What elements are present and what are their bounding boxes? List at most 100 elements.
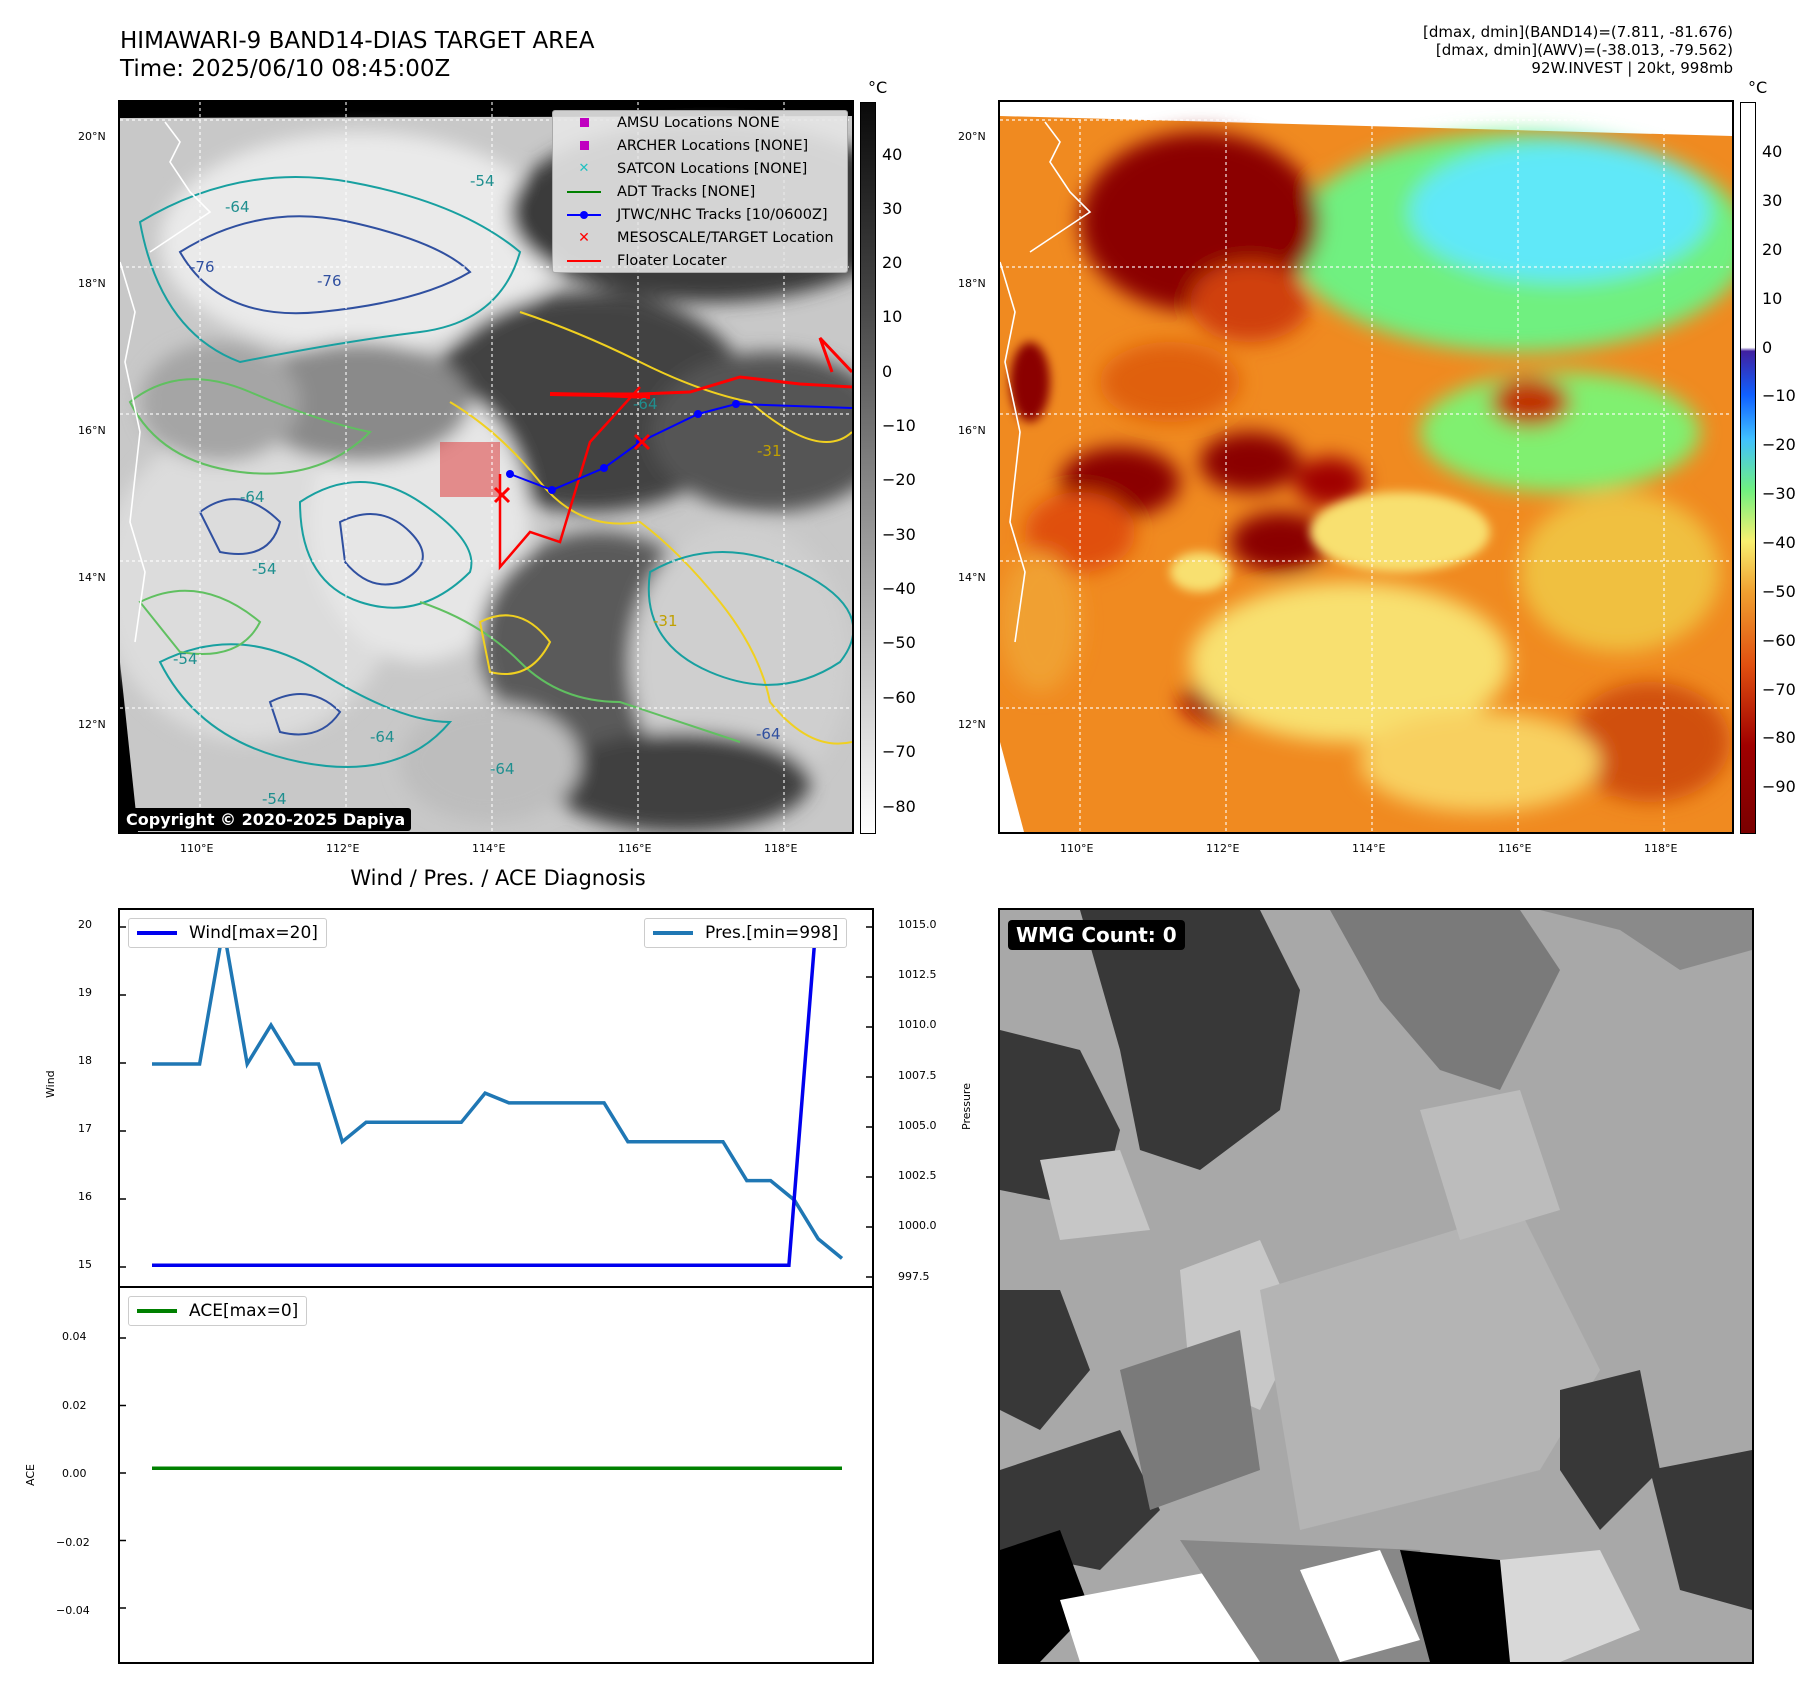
diagnosis-title: Wind / Pres. / ACE Diagnosis: [350, 866, 646, 890]
pressure-tick: 1010.0: [898, 1018, 937, 1031]
ace-legend-label: ACE[max=0]: [189, 1301, 299, 1321]
colorbar-tick: 40: [882, 145, 903, 164]
colorbar-tick: −80: [1762, 728, 1796, 747]
colorbar-tick: 40: [1762, 142, 1783, 161]
info-awv: [dmax, dmin](AWV)=(-38.013, -79.562): [1435, 41, 1733, 59]
ace-tick: 0.00: [62, 1467, 87, 1480]
colorbar-tick: −60: [1762, 631, 1796, 650]
lat-tick: 20°N: [958, 130, 986, 143]
x-marker-icon: ✕: [578, 229, 590, 246]
x-marker-icon: ✕: [578, 161, 590, 176]
contour-label: -54: [173, 650, 198, 668]
pressure-tick: 1000.0: [898, 1219, 937, 1232]
lon-tick: 114°E: [472, 842, 506, 855]
contour-label: -64: [240, 488, 265, 506]
awv-map-image: [1000, 102, 1732, 832]
map-legend: AMSU Locations NONE ARCHER Locations [NO…: [552, 110, 848, 273]
colorbar-tick: 20: [1762, 240, 1783, 259]
legend-label: ADT Tracks [NONE]: [617, 183, 756, 200]
colorbar-tick: −40: [1762, 533, 1796, 552]
pressure-series-line: [152, 927, 844, 1260]
ace-tick: −0.04: [56, 1604, 90, 1617]
ir-map-image: [120, 102, 852, 832]
legend-item-amsu: AMSU Locations NONE: [553, 111, 847, 134]
wind-pressure-chart: [118, 908, 874, 1288]
wind-tick: 20: [78, 918, 92, 931]
contour-label: -64: [225, 198, 250, 216]
colorbar-tick: 10: [1762, 289, 1783, 308]
colorbar-tick: 0: [882, 362, 893, 381]
square-marker-icon: [579, 118, 589, 127]
wind-tick: 17: [78, 1122, 92, 1135]
contour-label: -54: [252, 560, 277, 578]
wind-tick: 16: [78, 1190, 92, 1203]
pressure-tick: 997.5: [898, 1270, 930, 1283]
grayscale-colorbar: [860, 102, 876, 834]
legend-label: Floater Locater: [617, 252, 727, 269]
info-storm: 92W.INVEST | 20kt, 998mb: [1531, 59, 1733, 77]
colorbar-unit: °C: [868, 78, 888, 97]
line-marker-icon: [653, 931, 693, 935]
colorbar-tick: −30: [1762, 484, 1796, 503]
lat-tick: 18°N: [958, 277, 986, 290]
contour-label: -76: [317, 272, 342, 290]
lat-tick: 20°N: [78, 130, 106, 143]
lon-tick: 118°E: [1644, 842, 1678, 855]
colorbar-tick: 0: [1762, 338, 1773, 357]
legend-item-satcon: ✕ SATCON Locations [NONE]: [553, 157, 847, 180]
colorbar-tick: −10: [882, 416, 916, 435]
pressure-tick: 1007.5: [898, 1069, 937, 1082]
contour-label: -64: [633, 395, 658, 413]
contour-label: -64: [756, 725, 781, 743]
contour-label: -54: [262, 790, 287, 808]
contour-label: -64: [370, 728, 395, 746]
contour-label: -31: [653, 612, 678, 630]
chart-title: HIMAWARI-9 BAND14-DIAS TARGET AREA: [120, 28, 595, 54]
ace-legend: ACE[max=0]: [128, 1296, 308, 1326]
awv-colorbar: [1740, 102, 1756, 834]
legend-label: MESOSCALE/TARGET Location: [617, 229, 834, 246]
legend-item-adt: ADT Tracks [NONE]: [553, 180, 847, 203]
legend-label: AMSU Locations NONE: [617, 114, 780, 131]
awv-map-panel: [998, 100, 1734, 834]
legend-label: ARCHER Locations [NONE]: [617, 137, 809, 154]
line-marker-icon: [137, 1309, 177, 1313]
chart-time: Time: 2025/06/10 08:45:00Z: [120, 56, 451, 82]
lon-tick: 118°E: [764, 842, 798, 855]
lat-tick: 12°N: [958, 718, 986, 731]
ace-tick: 0.02: [62, 1399, 87, 1412]
pressure-tick: 1012.5: [898, 968, 937, 981]
lon-tick: 110°E: [1060, 842, 1094, 855]
square-marker-icon: [579, 141, 589, 150]
lat-tick: 16°N: [78, 424, 106, 437]
colorbar-tick: −10: [1762, 386, 1796, 405]
legend-item-floater: Floater Locater: [553, 249, 847, 272]
pressure-axis-label: Pressure: [960, 1083, 973, 1130]
colorbar-tick: −50: [882, 633, 916, 652]
pressure-tick: 1005.0: [898, 1119, 937, 1132]
pres-legend-label: Pres.[min=998]: [705, 923, 839, 943]
wmg-count-badge: WMG Count: 0: [1008, 920, 1185, 950]
wind-series-line: [152, 928, 842, 1268]
wmg-panel: [998, 908, 1754, 1664]
pressure-tick: 1002.5: [898, 1169, 937, 1182]
legend-label: JTWC/NHC Tracks [10/0600Z]: [617, 206, 828, 223]
lon-tick: 110°E: [180, 842, 214, 855]
copyright-badge: Copyright © 2020-2025 Dapiya: [120, 808, 412, 831]
ace-tick: −0.02: [56, 1536, 90, 1549]
contour-label: -76: [190, 258, 215, 276]
lon-tick: 114°E: [1352, 842, 1386, 855]
line-marker-icon: [137, 931, 177, 935]
line-marker-icon: [567, 190, 601, 193]
ace-axis-label: ACE: [24, 1464, 37, 1486]
colorbar-tick: −40: [882, 579, 916, 598]
wind-pressure-plot: [120, 926, 872, 1278]
lat-tick: 16°N: [958, 424, 986, 437]
lon-tick: 116°E: [618, 842, 652, 855]
wind-legend: Wind[max=20]: [128, 918, 327, 948]
contour-label: -31: [757, 442, 782, 460]
colorbar-tick: −70: [1762, 680, 1796, 699]
colorbar-tick: −90: [1762, 777, 1796, 796]
ace-plot: [120, 1337, 842, 1609]
colorbar-tick: −20: [1762, 435, 1796, 454]
